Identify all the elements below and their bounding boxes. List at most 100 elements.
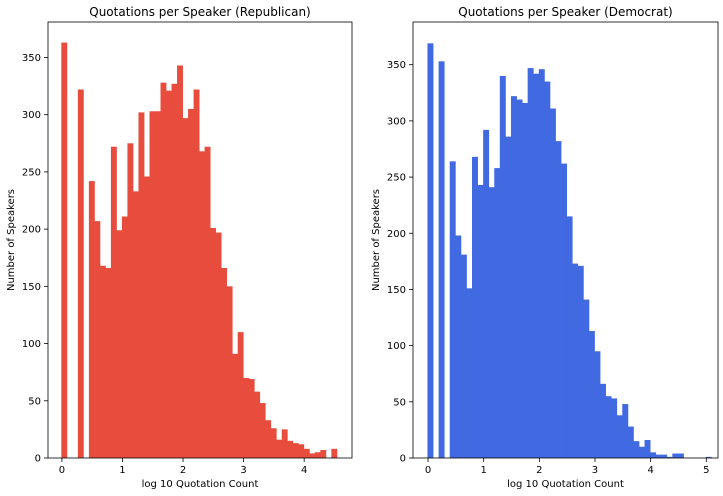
y-tick-label: 100 (387, 341, 406, 352)
histogram-bar (270, 428, 277, 458)
histogram-bar (566, 216, 573, 458)
histogram-bar (204, 146, 211, 459)
histogram-bar (210, 227, 217, 458)
y-tick-label: 0 (35, 454, 41, 465)
x-tick-label: 4 (647, 465, 653, 476)
histogram-bar (538, 69, 545, 458)
y-tick-label: 0 (400, 454, 406, 465)
histogram-bar (588, 331, 595, 458)
histogram-bar (243, 377, 250, 458)
histogram-bar (594, 351, 601, 458)
histogram-bar (672, 453, 679, 458)
y-tick-label: 250 (22, 167, 41, 178)
histogram-bar (182, 118, 189, 458)
y-tick-label: 150 (387, 285, 406, 296)
x-tick-label: 2 (180, 465, 186, 476)
histogram-bar (460, 254, 467, 458)
histogram-bar (505, 136, 512, 458)
plot-frame (412, 21, 719, 459)
y-tick-label: 200 (387, 229, 406, 240)
histogram-bar (116, 230, 123, 458)
x-tick-label: 3 (240, 465, 246, 476)
chart-republican: Quotations per Speaker (Republican) log … (6, 5, 353, 490)
histogram-bar (455, 235, 462, 458)
histogram-bar (438, 61, 445, 458)
histogram-bar (533, 73, 540, 458)
histogram-bar (555, 141, 562, 459)
histogram-bar (516, 99, 523, 458)
x-tick-label: 1 (119, 465, 125, 476)
histogram-bar (572, 263, 579, 458)
histogram-bar (99, 265, 106, 458)
histogram-bar (199, 151, 205, 458)
histogram-bar (600, 383, 606, 458)
histogram-bar (215, 232, 222, 458)
histogram-bar (303, 448, 310, 458)
histogram-bar (510, 96, 517, 458)
chart-democrat: Quotations per Speaker (Democrat) log 10… (371, 5, 719, 490)
x-tick-label: 0 (425, 465, 431, 476)
histogram-bar (177, 65, 183, 459)
histogram-bar (188, 108, 194, 458)
histogram-bar (281, 429, 288, 458)
histogram-bar (232, 353, 239, 458)
histogram-bar (298, 444, 305, 458)
histogram-bar (265, 420, 272, 458)
histogram-bar (276, 439, 283, 458)
y-tick-label: 100 (22, 339, 41, 350)
y-tick-label: 150 (22, 282, 41, 293)
histogram-bar (88, 181, 95, 458)
x-tick-label: 4 (301, 465, 307, 476)
histogram-bar (611, 398, 618, 458)
y-tick-label: 250 (387, 173, 406, 184)
x-axis-label: log 10 Quotation Count (507, 479, 624, 490)
x-tick-label: 5 (703, 465, 709, 476)
x-tick-label: 2 (536, 465, 542, 476)
histogram-bar (221, 268, 228, 458)
histogram-bar (488, 187, 495, 458)
histogram-bar (494, 168, 501, 458)
histogram-bar (77, 89, 84, 459)
histogram-bar (644, 440, 651, 458)
y-tick-label: 50 (393, 397, 406, 408)
plot-frame (47, 21, 353, 459)
histogram-bar (149, 111, 156, 458)
y-tick-label: 300 (22, 110, 41, 121)
y-tick-label: 50 (28, 396, 41, 407)
histogram-bar (666, 456, 673, 458)
histogram-bar (94, 221, 101, 458)
histogram-bar (477, 184, 484, 458)
histogram-bar (627, 426, 634, 458)
histogram-bar (254, 391, 261, 458)
histogram-bar (527, 68, 534, 458)
histogram-bar (655, 454, 662, 458)
histogram-bar (466, 288, 473, 458)
histogram-bar (427, 43, 434, 458)
x-tick-label: 3 (592, 465, 598, 476)
histogram-bar (331, 448, 338, 458)
histogram-bar (314, 452, 321, 458)
x-axis-label: log 10 Quotation Count (142, 479, 259, 490)
histogram-bar (160, 82, 167, 459)
histogram-bar (449, 161, 456, 458)
histogram-bar (105, 268, 112, 458)
histogram-bar (661, 454, 668, 458)
y-axis-label: Number of Speakers (371, 189, 382, 291)
histogram-bar (499, 75, 506, 458)
histogram-bar (677, 453, 684, 458)
y-tick-label: 200 (22, 225, 41, 236)
histogram-bar (705, 456, 712, 458)
histogram-bar (132, 191, 139, 459)
histogram-bar (549, 108, 556, 458)
histogram-bar (259, 403, 266, 458)
chart-title: Quotations per Speaker (Republican) (89, 5, 310, 19)
histogram-bar (155, 111, 161, 458)
histogram-bar (166, 90, 172, 458)
x-tick-label: 1 (480, 465, 486, 476)
histogram-bar (522, 102, 529, 458)
histogram-bar (472, 156, 478, 458)
histogram-bar (616, 415, 623, 458)
x-tick-label: 0 (59, 465, 65, 476)
histogram-bar (561, 163, 568, 458)
y-axis-label: Number of Speakers (6, 189, 17, 291)
